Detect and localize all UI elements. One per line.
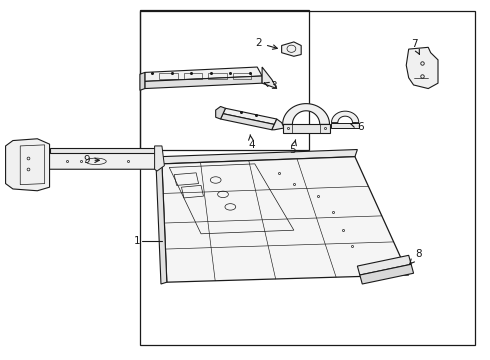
Polygon shape (140, 72, 145, 90)
Text: 4: 4 (248, 135, 255, 150)
Polygon shape (145, 67, 262, 81)
Bar (208, 73, 227, 79)
Polygon shape (155, 146, 164, 171)
Polygon shape (49, 148, 155, 153)
Polygon shape (331, 111, 359, 123)
Polygon shape (47, 153, 157, 169)
Polygon shape (5, 139, 49, 191)
Polygon shape (216, 107, 225, 119)
Text: 7: 7 (411, 39, 419, 54)
Text: 5: 5 (290, 140, 296, 155)
Polygon shape (406, 47, 438, 89)
Polygon shape (357, 255, 411, 275)
Polygon shape (331, 123, 359, 128)
Text: 2: 2 (255, 38, 277, 49)
Polygon shape (220, 114, 274, 130)
Bar (140, 12, 475, 345)
Polygon shape (223, 108, 277, 125)
Bar (184, 73, 202, 79)
Text: 3: 3 (264, 81, 277, 91)
Polygon shape (162, 157, 409, 282)
Polygon shape (282, 42, 301, 56)
Bar (233, 73, 251, 79)
Polygon shape (272, 119, 284, 130)
Text: 8: 8 (410, 248, 422, 264)
Text: 1: 1 (133, 236, 140, 246)
Polygon shape (283, 125, 330, 134)
Polygon shape (145, 76, 262, 89)
Bar (159, 73, 178, 79)
Polygon shape (156, 164, 167, 284)
Bar (140, 10, 309, 149)
Text: 6: 6 (351, 122, 364, 132)
Polygon shape (159, 149, 357, 164)
Polygon shape (283, 104, 330, 125)
Polygon shape (262, 67, 277, 89)
Text: 9: 9 (83, 155, 99, 165)
Polygon shape (360, 264, 414, 284)
